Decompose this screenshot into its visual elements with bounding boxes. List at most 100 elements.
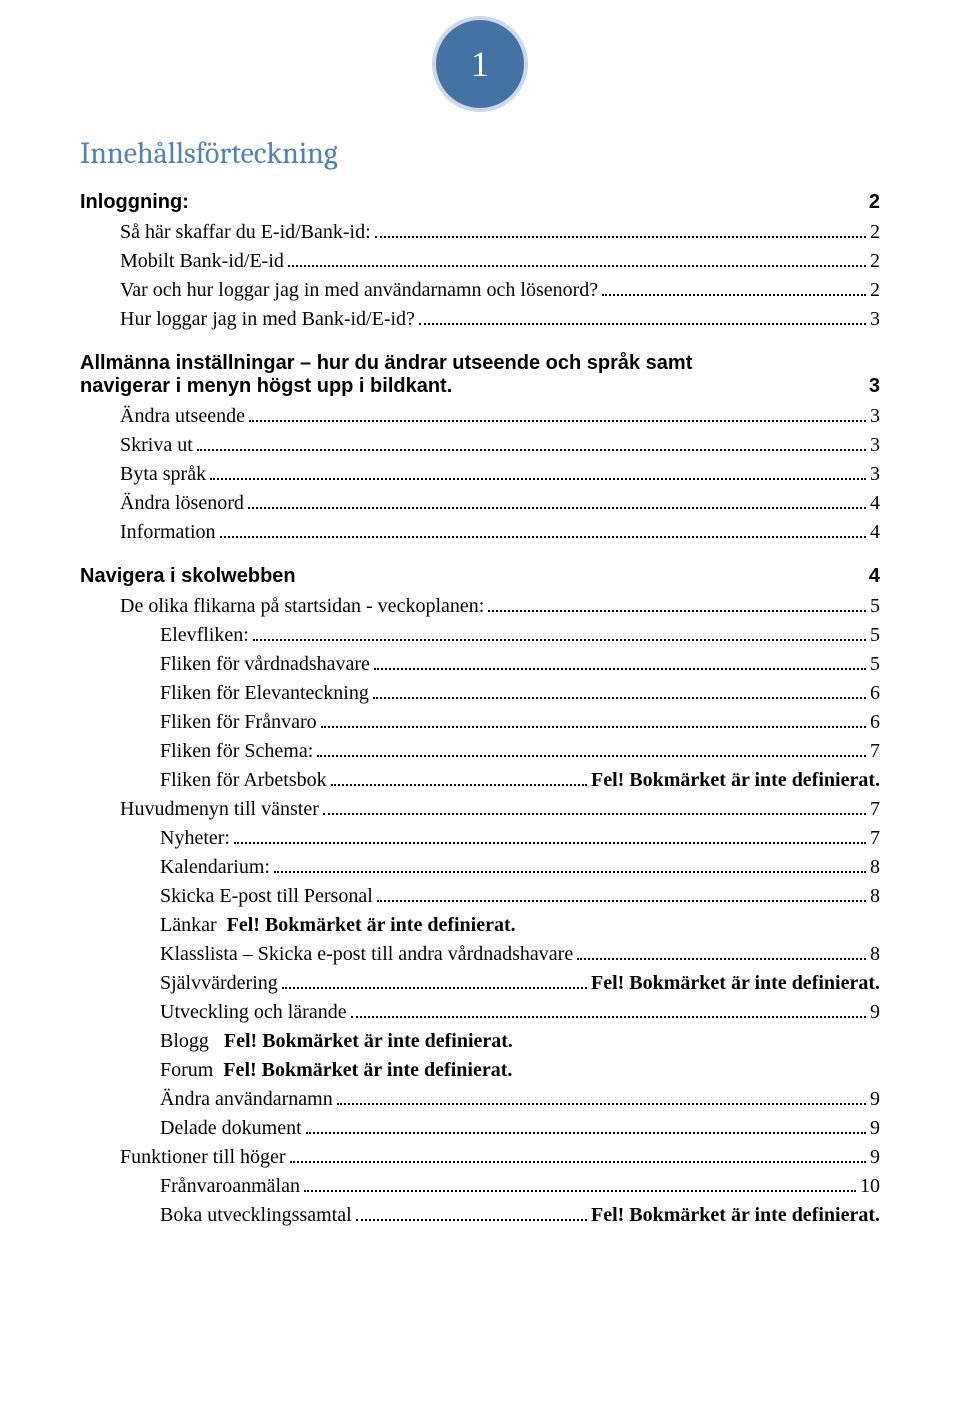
leader-dots (197, 435, 866, 451)
toc-entry[interactable]: Mobilt Bank-id/E-id 2 (80, 247, 880, 276)
toc-label: Frånvaroanmälan (160, 1172, 300, 1201)
toc-page: 3 (870, 431, 880, 460)
toc-page: 4 (870, 489, 880, 518)
toc-section-navigera[interactable]: Navigera i skolwebben 4 (80, 565, 880, 588)
toc-label: Boka utvecklingssamtal (160, 1201, 352, 1230)
toc-entry[interactable]: Utveckling och lärande 9 (80, 998, 880, 1027)
section-label: Inloggning: (80, 191, 189, 214)
leader-dots (253, 625, 866, 641)
leader-dots (282, 973, 587, 989)
leader-dots (306, 1118, 866, 1134)
toc-label: Funktioner till höger (120, 1143, 286, 1172)
toc-entry[interactable]: Klasslista – Skicka e-post till andra vå… (80, 940, 880, 969)
toc-label: Huvudmenyn till vänster (120, 795, 319, 824)
leader-dots (210, 464, 866, 480)
leader-dots (374, 654, 866, 670)
toc-section-inloggning[interactable]: Inloggning: 2 (80, 191, 880, 214)
toc-entry-error[interactable]: Blogg Fel! Bokmärket är inte definierat. (80, 1027, 880, 1056)
toc-page: 6 (870, 679, 880, 708)
toc-label: Så här skaffar du E-id/Bank-id: (120, 218, 371, 247)
toc-label: Blogg (160, 1030, 209, 1052)
toc-page: 9 (870, 1085, 880, 1114)
toc-page: 8 (870, 940, 880, 969)
toc-entry-error[interactable]: Fliken för Arbetsbok Fel! Bokmärket är i… (80, 766, 880, 795)
toc-entry-error[interactable]: Länkar Fel! Bokmärket är inte definierat… (80, 911, 880, 940)
leader-dots (248, 493, 866, 509)
toc-entry[interactable]: Information 4 (80, 518, 880, 547)
toc-error: Fel! Bokmärket är inte definierat. (224, 1030, 513, 1052)
toc-label: Delade dokument (160, 1114, 302, 1143)
toc-label: Fliken för Elevanteckning (160, 679, 369, 708)
leader-dots (274, 857, 866, 873)
toc-label: Ändra utseende (120, 402, 245, 431)
toc-page: 4 (870, 518, 880, 547)
toc-page: 5 (870, 621, 880, 650)
toc-page: 10 (860, 1172, 880, 1201)
leader-dots (375, 222, 866, 238)
toc-entry[interactable]: Byta språk 3 (80, 460, 880, 489)
toc-label: Byta språk (120, 460, 206, 489)
leader-dots (373, 683, 866, 699)
toc-label: Fliken för vårdnadshavare (160, 650, 370, 679)
toc-entry[interactable]: Så här skaffar du E-id/Bank-id: 2 (80, 218, 880, 247)
toc-entry[interactable]: Kalendarium: 8 (80, 853, 880, 882)
toc-entry-error[interactable]: Självvärdering Fel! Bokmärket är inte de… (80, 969, 880, 998)
toc-error: Fel! Bokmärket är inte definierat. (591, 969, 880, 998)
toc-entry[interactable]: Var och hur loggar jag in med användarna… (80, 276, 880, 305)
toc-entry-error[interactable]: Forum Fel! Bokmärket är inte definierat. (80, 1056, 880, 1085)
toc-entry[interactable]: Hur loggar jag in med Bank-id/E-id? 3 (80, 305, 880, 334)
leader-dots (331, 770, 587, 786)
leader-dots (602, 280, 866, 296)
toc-entry[interactable]: Funktioner till höger 9 (80, 1143, 880, 1172)
leader-dots (234, 828, 866, 844)
toc-entry-error[interactable]: Boka utvecklingssamtal Fel! Bokmärket är… (80, 1201, 880, 1230)
toc-entry[interactable]: Skriva ut 3 (80, 431, 880, 460)
toc-label: Fliken för Frånvaro (160, 708, 317, 737)
toc-section-allmanna[interactable]: Allmänna inställningar – hur du ändrar u… (80, 352, 880, 398)
toc-page: 2 (870, 247, 880, 276)
toc-entry[interactable]: Fliken för Elevanteckning 6 (80, 679, 880, 708)
toc-label: Skriva ut (120, 431, 193, 460)
page-number-badge: 1 (432, 16, 528, 112)
toc-entry[interactable]: Fliken för vårdnadshavare 5 (80, 650, 880, 679)
toc-label: Forum (160, 1059, 213, 1081)
toc-entry[interactable]: De olika flikarna på startsidan - veckop… (80, 592, 880, 621)
toc-entry[interactable]: Huvudmenyn till vänster 7 (80, 795, 880, 824)
leader-dots (488, 596, 866, 612)
toc-page: 2 (870, 276, 880, 305)
leader-dots (220, 522, 866, 538)
toc-entry[interactable]: Fliken för Frånvaro 6 (80, 708, 880, 737)
toc-entry[interactable]: Skicka E-post till Personal 8 (80, 882, 880, 911)
toc-label: Nyheter: (160, 824, 230, 853)
leader-dots (288, 251, 866, 267)
toc-error: Fel! Bokmärket är inte definierat. (591, 766, 880, 795)
toc-page: 2 (870, 218, 880, 247)
toc-entry[interactable]: Ändra utseende 3 (80, 402, 880, 431)
document-page: 1 Innehållsförteckning Inloggning: 2 Så … (0, 16, 960, 1270)
badge-number: 1 (471, 43, 489, 85)
toc-label: Kalendarium: (160, 853, 270, 882)
leader-dots (377, 886, 866, 902)
page-title: Innehållsförteckning (80, 136, 880, 171)
toc-entry[interactable]: Ändra lösenord 4 (80, 489, 880, 518)
toc-entry[interactable]: Elevfliken: 5 (80, 621, 880, 650)
toc-error: Fel! Bokmärket är inte definierat. (591, 1201, 880, 1230)
toc-entry[interactable]: Delade dokument 9 (80, 1114, 880, 1143)
leader-dots (577, 944, 866, 960)
toc-page: 8 (870, 882, 880, 911)
toc-page: 7 (870, 795, 880, 824)
toc-error: Fel! Bokmärket är inte definierat. (223, 1059, 512, 1081)
toc-error: Fel! Bokmärket är inte definierat. (227, 914, 516, 936)
toc-entry[interactable]: Ändra användarnamn 9 (80, 1085, 880, 1114)
toc-page: 5 (870, 592, 880, 621)
toc-label: Ändra användarnamn (160, 1085, 333, 1114)
toc-entry[interactable]: Frånvaroanmälan 10 (80, 1172, 880, 1201)
leader-dots (351, 1002, 866, 1018)
toc-entry[interactable]: Nyheter: 7 (80, 824, 880, 853)
toc-page: 7 (870, 737, 880, 766)
toc-label: Hur loggar jag in med Bank-id/E-id? (120, 305, 415, 334)
leader-dots (249, 406, 866, 422)
toc-label: Ändra lösenord (120, 489, 244, 518)
toc-entry[interactable]: Fliken för Schema: 7 (80, 737, 880, 766)
toc-label: Information (120, 518, 216, 547)
